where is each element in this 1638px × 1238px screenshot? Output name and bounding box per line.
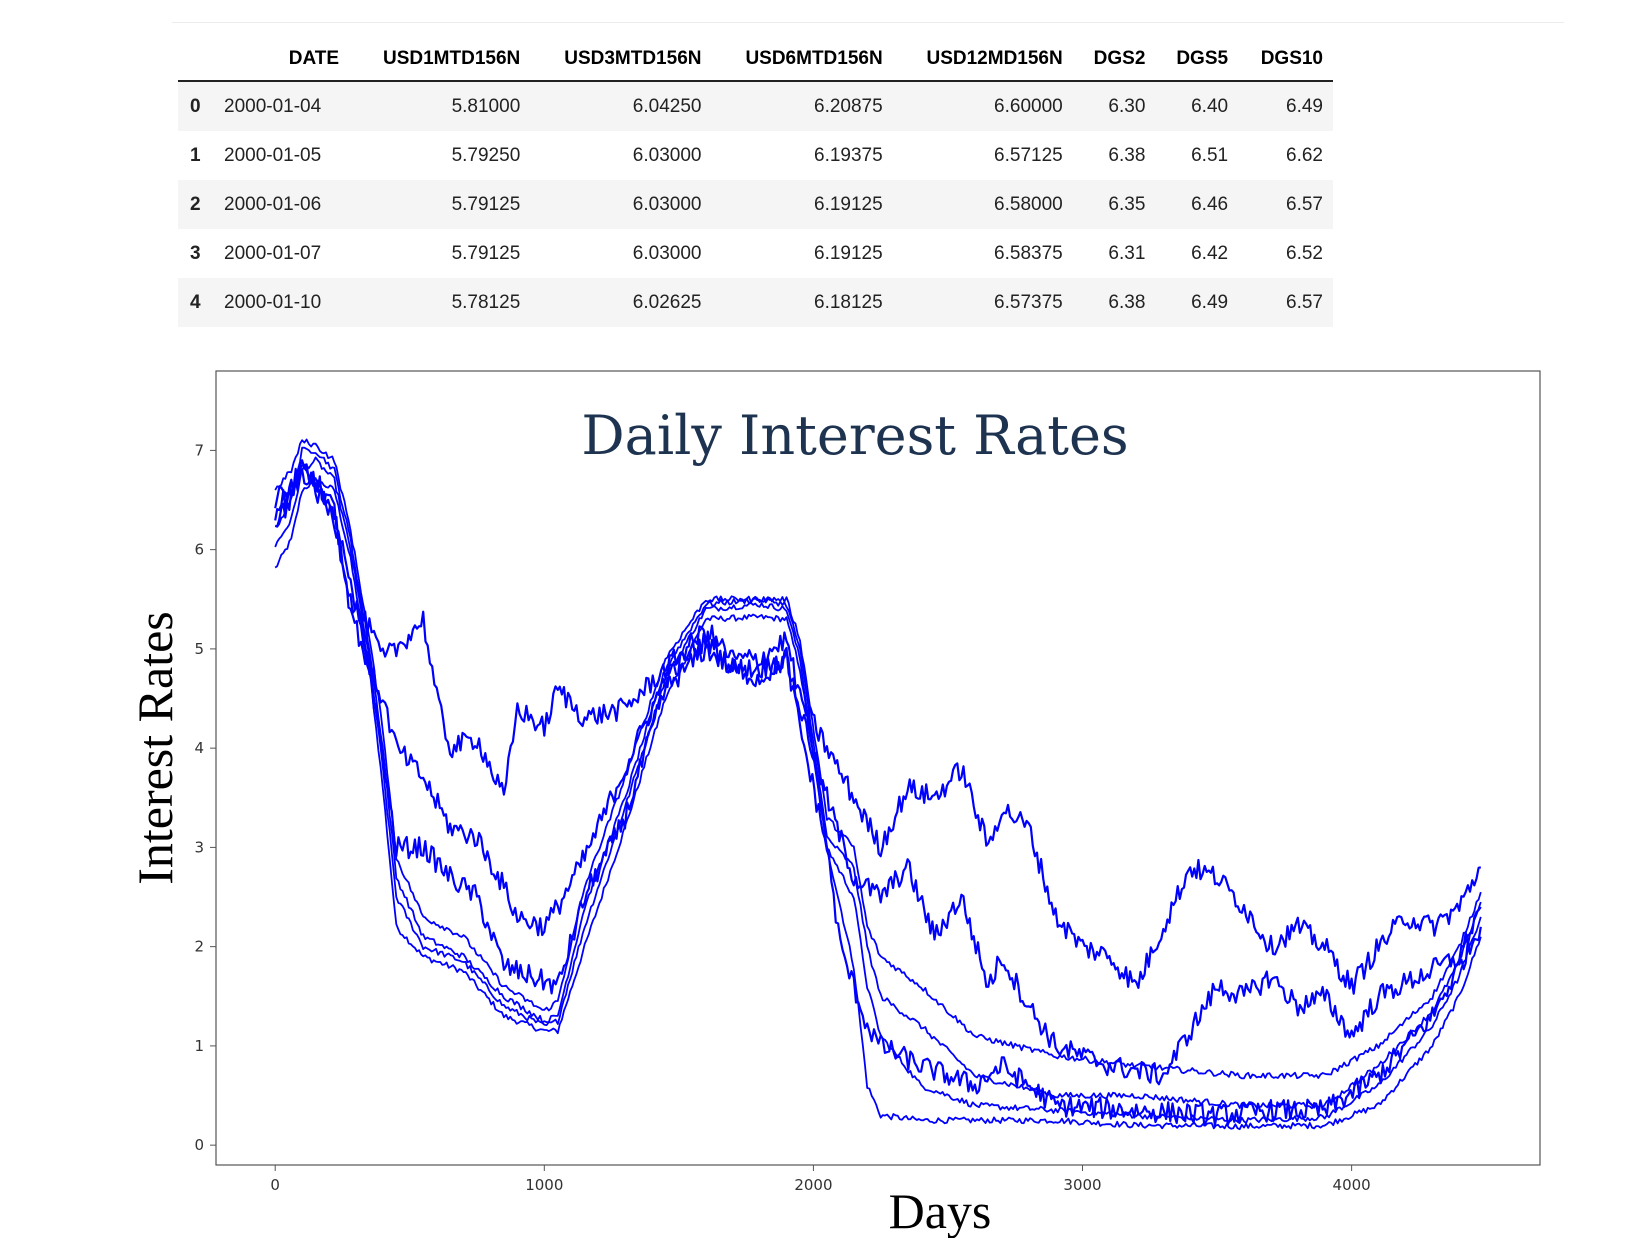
chart-title: Daily Interest Rates — [581, 404, 1128, 467]
y-tick-label: 6 — [194, 541, 204, 559]
row-index: 3 — [190, 242, 201, 264]
y-axis-ticks: 0 1 2 3 4 5 6 7 — [194, 441, 216, 1154]
table-header-row: DATE USD1MTD156N USD3MTD156N USD6MTD156N… — [178, 36, 1333, 82]
y-tick-label: 4 — [194, 739, 204, 757]
table-cell: 6.62 — [1286, 144, 1323, 166]
table-cell: 6.19125 — [711, 180, 893, 229]
table-cell: 6.38 — [1108, 144, 1146, 166]
series-line-6 — [274, 468, 1482, 995]
series-line-0 — [274, 477, 1482, 1131]
table-row: 2 2000-01-06 5.79125 6.03000 6.19125 6.5… — [178, 180, 1333, 229]
table-cell: 6.52 — [1286, 242, 1323, 264]
table-cell: 6.03000 — [632, 242, 702, 264]
y-tick-label: 5 — [194, 640, 204, 658]
table-cell: 6.40 — [1155, 81, 1239, 131]
table-cell: 2000-01-04 — [214, 81, 350, 131]
series-layer — [274, 438, 1482, 1131]
table-cell: 5.81000 — [349, 81, 531, 131]
table-row: 3 2000-01-07 5.79125 6.03000 6.19125 6.5… — [178, 229, 1333, 278]
column-header: USD6MTD156N — [711, 36, 893, 82]
table-cell: 6.20875 — [711, 81, 893, 131]
column-header: DGS5 — [1155, 36, 1239, 82]
column-header: DATE — [214, 36, 350, 82]
y-tick-label: 0 — [194, 1136, 204, 1154]
y-tick-label: 3 — [194, 838, 204, 856]
table-cell: 6.58000 — [892, 180, 1073, 229]
table-cell: 6.42 — [1191, 242, 1229, 264]
table-cell: 6.49 — [1238, 81, 1333, 131]
y-axis-label: Interest Rates — [127, 611, 183, 885]
series-line-4 — [274, 459, 1482, 1127]
table-cell: 6.58375 — [994, 242, 1063, 264]
column-header — [178, 36, 214, 82]
column-header: DGS10 — [1238, 36, 1333, 82]
table-cell: 5.79125 — [451, 242, 521, 264]
top-divider — [172, 22, 1564, 23]
table-row: 4 2000-01-10 5.78125 6.02625 6.18125 6.5… — [178, 278, 1333, 327]
x-tick-label: 0 — [270, 1176, 280, 1194]
row-index: 1 — [190, 144, 201, 166]
column-header: USD3MTD156N — [530, 36, 712, 82]
table-cell: 6.57375 — [892, 278, 1073, 327]
column-header: USD12MD156N — [892, 36, 1073, 82]
x-tick-label: 2000 — [794, 1176, 832, 1194]
table-cell: 6.02625 — [530, 278, 712, 327]
x-tick-label: 1000 — [525, 1176, 563, 1194]
table-cell: 6.19125 — [814, 242, 883, 264]
table-cell: 5.78125 — [349, 278, 531, 327]
table-cell: 2000-01-07 — [224, 242, 322, 264]
table-cell: 6.03000 — [632, 144, 702, 166]
x-tick-label: 4000 — [1333, 1176, 1371, 1194]
y-tick-label: 2 — [194, 938, 204, 956]
table-cell: 6.04250 — [530, 81, 712, 131]
plot-frame — [215, 370, 1541, 1166]
table-cell: 6.38 — [1072, 278, 1156, 327]
table-cell: 5.79125 — [349, 180, 531, 229]
row-index: 4 — [178, 278, 214, 327]
table-cell: 6.31 — [1108, 242, 1146, 264]
row-index: 0 — [178, 81, 214, 131]
column-header: DGS2 — [1072, 36, 1156, 82]
dataframe-table: DATE USD1MTD156N USD3MTD156N USD6MTD156N… — [178, 36, 1333, 327]
table-cell: 6.51 — [1191, 144, 1229, 166]
table-cell: 6.30 — [1072, 81, 1156, 131]
table-cell: 6.19375 — [814, 144, 883, 166]
table-cell: 6.35 — [1072, 180, 1156, 229]
table-cell: 6.60000 — [892, 81, 1073, 131]
y-tick-label: 1 — [194, 1037, 204, 1055]
table-row: 1 2000-01-05 5.79250 6.03000 6.19375 6.5… — [178, 131, 1333, 180]
y-tick-label: 7 — [194, 441, 204, 459]
table-row: 0 2000-01-04 5.81000 6.04250 6.20875 6.6… — [178, 81, 1333, 131]
series-line-5 — [274, 463, 1482, 1086]
table-cell: 2000-01-06 — [214, 180, 350, 229]
x-tick-label: 3000 — [1063, 1176, 1101, 1194]
x-axis-label: Days — [889, 1183, 992, 1238]
table-cell: 6.03000 — [530, 180, 712, 229]
row-index: 2 — [178, 180, 214, 229]
table-cell: 6.57 — [1238, 180, 1333, 229]
table-cell: 6.18125 — [711, 278, 893, 327]
x-axis-ticks: 0 1000 2000 3000 4000 — [270, 1165, 1371, 1194]
table-cell: 6.57125 — [994, 144, 1063, 166]
column-header: USD1MTD156N — [349, 36, 531, 82]
table-cell: 2000-01-10 — [214, 278, 350, 327]
table-cell: 6.57 — [1238, 278, 1333, 327]
series-line-1 — [274, 456, 1482, 1124]
table-cell: 5.79250 — [451, 144, 521, 166]
table-cell: 2000-01-05 — [224, 144, 322, 166]
table-cell: 6.46 — [1155, 180, 1239, 229]
table-cell: 6.49 — [1155, 278, 1239, 327]
series-line-3 — [274, 438, 1482, 1080]
